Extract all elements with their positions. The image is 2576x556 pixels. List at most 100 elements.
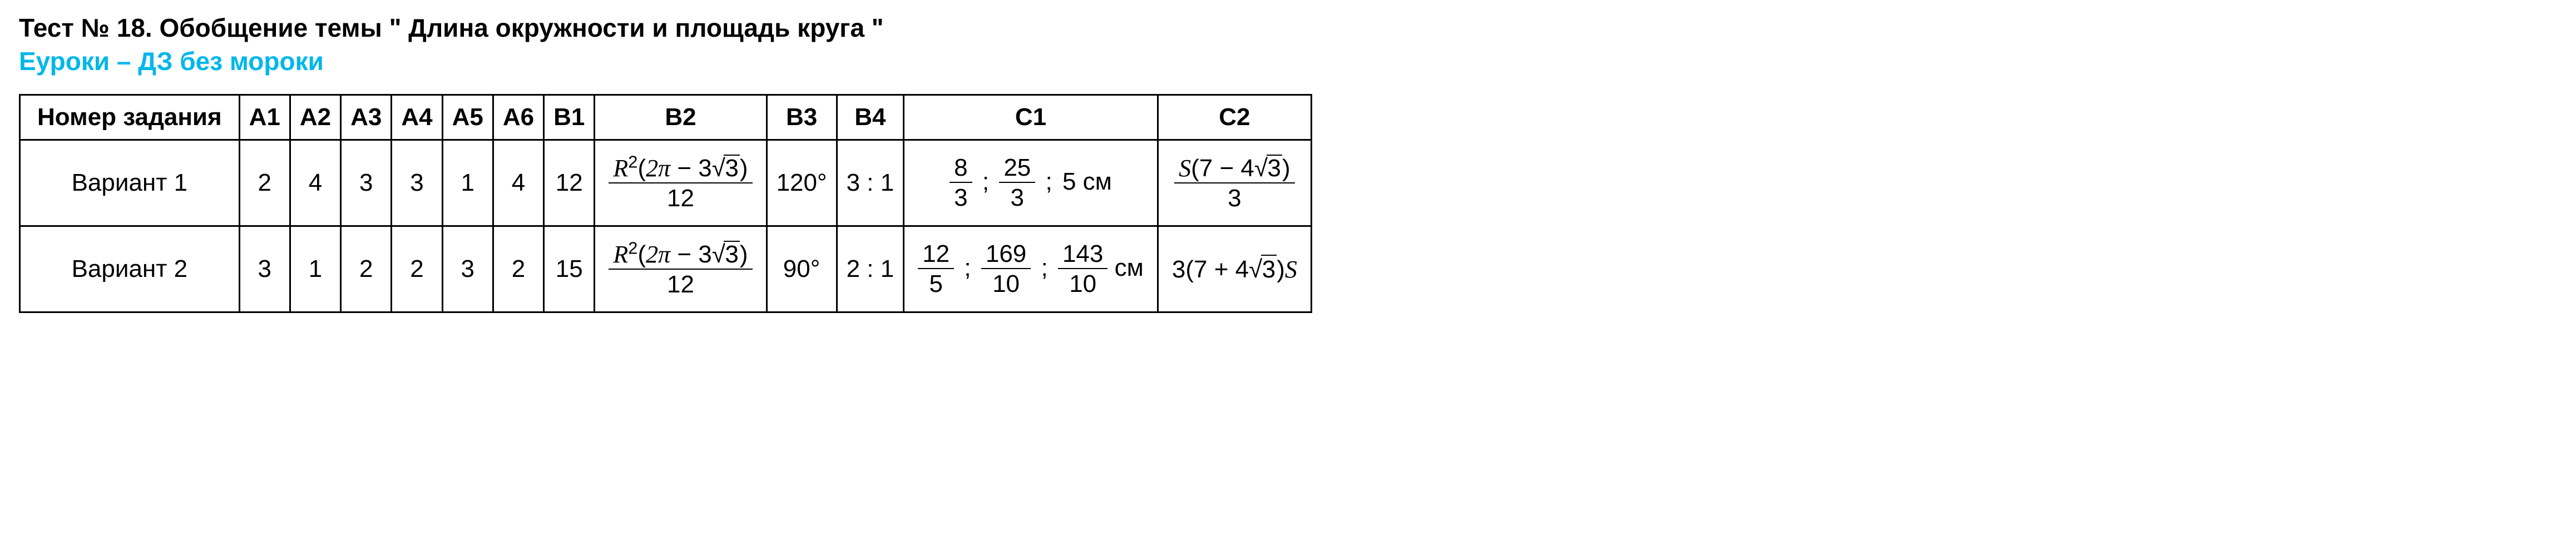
c1-f1-den: 3 <box>950 183 972 211</box>
page-title: Тест № 18. Обобщение темы " Длина окружн… <box>19 12 2557 44</box>
b2-sup: 2 <box>628 238 637 257</box>
c1-f2-num: 169 <box>981 241 1031 269</box>
c1-frac1: 12 5 <box>918 241 954 297</box>
col-header-b2: В2 <box>595 95 767 140</box>
sqrt-icon: 3 <box>1249 255 1277 284</box>
col-header-b3: В3 <box>767 95 837 140</box>
b2-rad: 3 <box>724 241 739 267</box>
cell-a5: 3 <box>442 226 493 312</box>
b2-rad: 3 <box>724 155 739 181</box>
b2-2pi: 2π <box>646 241 670 268</box>
col-header-c1: С1 <box>904 95 1158 140</box>
col-header-b1: В1 <box>544 95 595 140</box>
c1-frac1: 8 3 <box>950 155 972 211</box>
c1-tail: 5 см <box>1062 168 1112 195</box>
c1-sep2: ; <box>1042 168 1062 195</box>
c1-f2-den: 3 <box>999 183 1035 211</box>
c2-den: 3 <box>1174 183 1295 211</box>
col-header-a1: А1 <box>239 95 290 140</box>
cell-b4: 2 : 1 <box>837 226 904 312</box>
sqrt-icon: 3 <box>712 241 740 267</box>
c1-f2-num: 25 <box>999 155 1035 183</box>
b2-den: 12 <box>609 183 752 211</box>
col-header-c2: С2 <box>1158 95 1311 140</box>
c1-sep1: ; <box>979 168 999 195</box>
c1-f3-num: 143 <box>1058 241 1107 269</box>
cell-a4: 3 <box>392 140 442 226</box>
c1-f3-den: 10 <box>1058 269 1107 297</box>
cell-c1: 8 3 ; 25 3 ; 5 см <box>904 140 1158 226</box>
c2-rad: 3 <box>1267 155 1282 181</box>
cell-b3: 90° <box>767 226 837 312</box>
cell-a5: 1 <box>442 140 493 226</box>
cell-a2: 1 <box>290 226 340 312</box>
b2-2pi: 2π <box>646 155 670 182</box>
col-header-b4: В4 <box>837 95 904 140</box>
col-header-a4: А4 <box>392 95 442 140</box>
cell-a1: 2 <box>239 140 290 226</box>
c2-S: S <box>1179 155 1191 182</box>
b2-fraction: R2(2π − 3 3) 12 <box>609 155 752 211</box>
cell-c2: S(7 − 43) 3 <box>1158 140 1311 226</box>
b2-R: R <box>613 241 628 268</box>
c2-seven: 7 − 4 <box>1199 155 1254 182</box>
table-row: Вариант 2 3 1 2 2 3 2 15 R2(2π − 33) 12 … <box>20 226 1312 312</box>
col-header-task: Номер задания <box>20 95 240 140</box>
cell-b2: R2(2π − 3 3) 12 <box>595 140 767 226</box>
page-subtitle: Еуроки – ДЗ без мороки <box>19 46 2557 78</box>
c1-f2-den: 10 <box>981 269 1031 297</box>
c2-rpar: ) <box>1282 155 1291 182</box>
c1-f1-num: 8 <box>950 155 972 183</box>
b2-R: R <box>613 155 628 182</box>
c2-S: S <box>1285 256 1297 283</box>
cell-a3: 3 <box>341 140 392 226</box>
c1-frac3: 143 10 <box>1058 241 1107 297</box>
c1-sep2: ; <box>1038 254 1058 281</box>
cell-a2: 4 <box>290 140 340 226</box>
cell-b2: R2(2π − 3 3) 12 <box>595 226 767 312</box>
table-header-row: Номер задания А1 А2 А3 А4 А5 А6 В1 В2 В3… <box>20 95 1312 140</box>
col-header-a5: А5 <box>442 95 493 140</box>
col-header-a6: А6 <box>493 95 543 140</box>
c2-seven: 7 + 4 <box>1194 256 1249 283</box>
cell-c2: 3(7 + 43)S <box>1158 226 1311 312</box>
sqrt-icon: 3 <box>1254 155 1282 181</box>
cell-a6: 2 <box>493 226 543 312</box>
c1-f1-num: 12 <box>918 241 954 269</box>
b2-den: 12 <box>609 270 752 297</box>
c2-fraction: S(7 − 43) 3 <box>1174 155 1295 211</box>
b2-minus: − 3 <box>670 155 712 182</box>
cell-b1: 15 <box>544 226 595 312</box>
c2-rad: 3 <box>1261 255 1277 284</box>
row-label: Вариант 1 <box>20 140 240 226</box>
cell-a6: 4 <box>493 140 543 226</box>
c1-sep1: ; <box>961 254 981 281</box>
b2-rpar: ) <box>740 155 748 182</box>
c2-rpar: ) <box>1277 256 1285 283</box>
b2-sup: 2 <box>628 152 637 171</box>
cell-a3: 2 <box>341 226 392 312</box>
row-label: Вариант 2 <box>20 226 240 312</box>
cell-b4: 3 : 1 <box>837 140 904 226</box>
col-header-a3: А3 <box>341 95 392 140</box>
b2-lpar: ( <box>637 241 646 268</box>
b2-lpar: ( <box>637 155 646 182</box>
b2-minus: − 3 <box>670 241 712 268</box>
cell-c1: 12 5 ; 169 10 ; 143 10 см <box>904 226 1158 312</box>
c2-lpar: ( <box>1191 155 1199 182</box>
c1-frac2: 169 10 <box>981 241 1031 297</box>
c2-three: 3 <box>1172 256 1185 283</box>
sqrt-icon: 3 <box>712 155 740 181</box>
c1-tail: см <box>1115 254 1144 281</box>
c2-lpar: ( <box>1185 256 1194 283</box>
cell-a4: 2 <box>392 226 442 312</box>
table-row: Вариант 1 2 4 3 3 1 4 12 R2(2π − 33) 12 … <box>20 140 1312 226</box>
b2-rpar: ) <box>740 241 748 268</box>
cell-b1: 12 <box>544 140 595 226</box>
cell-b3: 120° <box>767 140 837 226</box>
answers-table: Номер задания А1 А2 А3 А4 А5 А6 В1 В2 В3… <box>19 94 1312 313</box>
c1-frac2: 25 3 <box>999 155 1035 211</box>
c1-f1-den: 5 <box>918 269 954 297</box>
cell-a1: 3 <box>239 226 290 312</box>
b2-fraction: R2(2π − 3 3) 12 <box>609 241 752 297</box>
